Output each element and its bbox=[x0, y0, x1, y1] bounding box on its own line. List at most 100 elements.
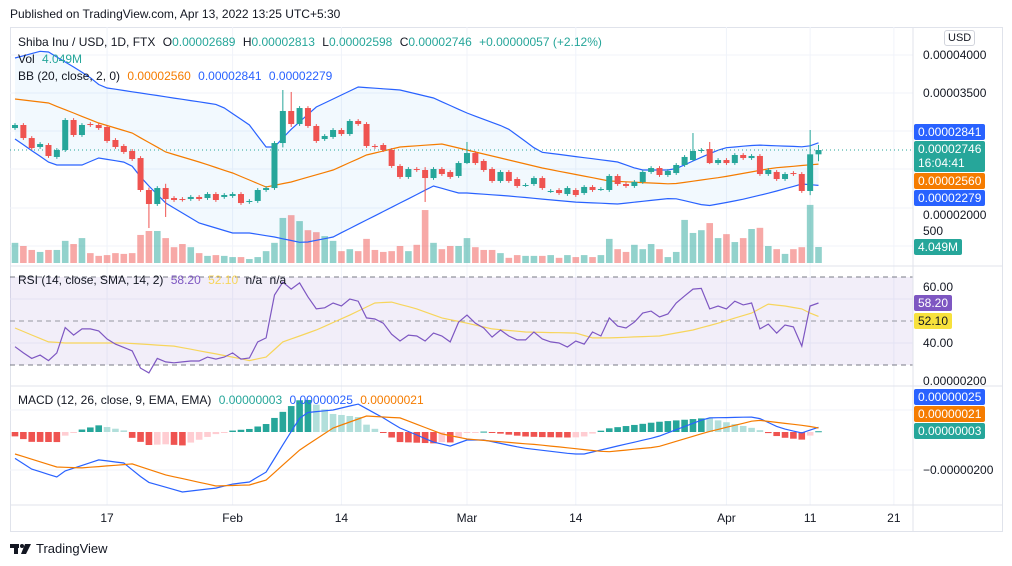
macd-histogram-bar bbox=[505, 432, 513, 435]
volume-value: 4.049M bbox=[42, 52, 83, 66]
candle-body bbox=[815, 150, 822, 155]
candle-body bbox=[95, 125, 102, 129]
candle-body bbox=[597, 189, 604, 191]
volume-bar bbox=[61, 240, 69, 263]
macd-line bbox=[14, 403, 819, 493]
volume-bar bbox=[313, 232, 320, 263]
bb-upper-value: 0.00002841 bbox=[198, 69, 262, 83]
macd-histogram-bar bbox=[614, 427, 621, 432]
candle-body bbox=[455, 163, 462, 176]
open-value: 0.00002689 bbox=[172, 35, 236, 49]
candle-body bbox=[514, 179, 521, 186]
candle-body bbox=[37, 144, 44, 147]
macd-histogram-bar bbox=[572, 432, 580, 438]
macd-histogram-bar bbox=[580, 432, 588, 437]
macd-histogram-bar bbox=[748, 427, 755, 432]
macd-histogram-bar bbox=[329, 413, 337, 432]
macd-histogram-bar bbox=[463, 432, 471, 433]
date-tick-label: 14 bbox=[334, 511, 349, 525]
volume-bar bbox=[354, 251, 362, 263]
rsi-label[interactable]: RSI (14, close, SMA, 14, 2) bbox=[18, 273, 164, 287]
candle-body bbox=[447, 171, 454, 177]
candle-body bbox=[614, 175, 621, 185]
volume-bar bbox=[145, 230, 153, 263]
volume-label[interactable]: Vol bbox=[18, 52, 35, 66]
candle-body bbox=[313, 125, 320, 141]
chart-frame[interactable] bbox=[10, 27, 1003, 532]
symbol-title[interactable]: Shiba Inu / USD, 1D, FTX bbox=[18, 35, 156, 49]
macd-histogram-bar bbox=[20, 432, 27, 440]
candle-body bbox=[530, 178, 537, 185]
candle-body bbox=[179, 199, 186, 201]
macd-histogram-bar bbox=[120, 430, 128, 432]
volume-bar bbox=[128, 253, 136, 263]
volume-bar bbox=[731, 242, 739, 263]
volume-bar bbox=[388, 251, 395, 263]
candle-body bbox=[572, 190, 579, 195]
volume-bar bbox=[237, 257, 245, 263]
low-value: 0.00002598 bbox=[328, 35, 393, 49]
candle-body bbox=[773, 171, 780, 180]
macd-histogram-bar bbox=[405, 432, 412, 443]
macd-histogram-bar bbox=[254, 426, 262, 432]
macd-histogram-bar bbox=[413, 432, 421, 443]
candle-body bbox=[731, 155, 738, 164]
candle-body bbox=[104, 126, 111, 141]
date-tick-label: 17 bbox=[100, 511, 114, 525]
macd-histogram-bar bbox=[70, 432, 77, 433]
macd-histogram-bar bbox=[756, 430, 764, 432]
volume-bar bbox=[480, 249, 488, 263]
volume-bar bbox=[656, 249, 663, 263]
macd-histogram-bar bbox=[714, 420, 722, 432]
volume-bar bbox=[187, 247, 195, 263]
volume-bar bbox=[338, 251, 345, 263]
candle-body bbox=[388, 150, 395, 166]
candle-body bbox=[623, 184, 630, 186]
volume-bar bbox=[564, 255, 571, 263]
bb-label[interactable]: BB (20, close, 2, 0) bbox=[18, 69, 121, 83]
tradingview-footer[interactable]: TradingView bbox=[10, 541, 108, 556]
volume-bar bbox=[455, 246, 462, 263]
volume-bar bbox=[647, 244, 655, 263]
volume-bar bbox=[572, 257, 580, 263]
candle-body bbox=[438, 169, 445, 175]
volume-bar bbox=[689, 232, 697, 263]
candle-body bbox=[346, 120, 353, 135]
candle-body bbox=[246, 200, 253, 202]
macd-legend: MACD (12, 26, close, 9, EMA, EMA) 0.0000… bbox=[18, 393, 428, 407]
macd-histogram-bar bbox=[790, 432, 797, 439]
candle-body bbox=[790, 173, 797, 175]
currency-button[interactable]: USD bbox=[944, 30, 976, 46]
macd-histogram-bar bbox=[170, 432, 178, 445]
volume-bar bbox=[488, 249, 496, 263]
volume-bar bbox=[714, 238, 722, 263]
volume-bar bbox=[765, 246, 772, 263]
candle-body bbox=[606, 175, 613, 190]
price-tick-label: 0.00002000 bbox=[923, 207, 987, 222]
candle-body bbox=[706, 149, 713, 164]
candle-body bbox=[698, 150, 705, 151]
volume-bar bbox=[706, 223, 714, 263]
rsi-na-1: n/a bbox=[245, 273, 263, 287]
volume-bar bbox=[212, 255, 220, 263]
change-value: +0.00000057 (+2.12%) bbox=[479, 35, 602, 49]
candle-body bbox=[413, 169, 420, 171]
volume-bar bbox=[547, 255, 554, 263]
macd-histogram-bar bbox=[271, 417, 278, 432]
volume-bar bbox=[153, 230, 161, 263]
volume-bar bbox=[505, 257, 513, 263]
candle-body bbox=[137, 158, 144, 190]
macd-label[interactable]: MACD (12, 26, close, 9, EMA, EMA) bbox=[18, 393, 212, 407]
macd-histogram-bar bbox=[488, 432, 496, 433]
volume-bar bbox=[271, 242, 278, 263]
candle-body bbox=[581, 186, 588, 194]
date-tick-label: Mar bbox=[456, 511, 478, 525]
macd-histogram-bar bbox=[379, 432, 387, 433]
volume-bar bbox=[45, 249, 52, 263]
volume-bar bbox=[723, 234, 730, 263]
volume-bar bbox=[672, 251, 680, 263]
volume-bar bbox=[614, 249, 621, 263]
footer-brand: TradingView bbox=[36, 541, 108, 556]
volume-bar bbox=[681, 219, 688, 263]
